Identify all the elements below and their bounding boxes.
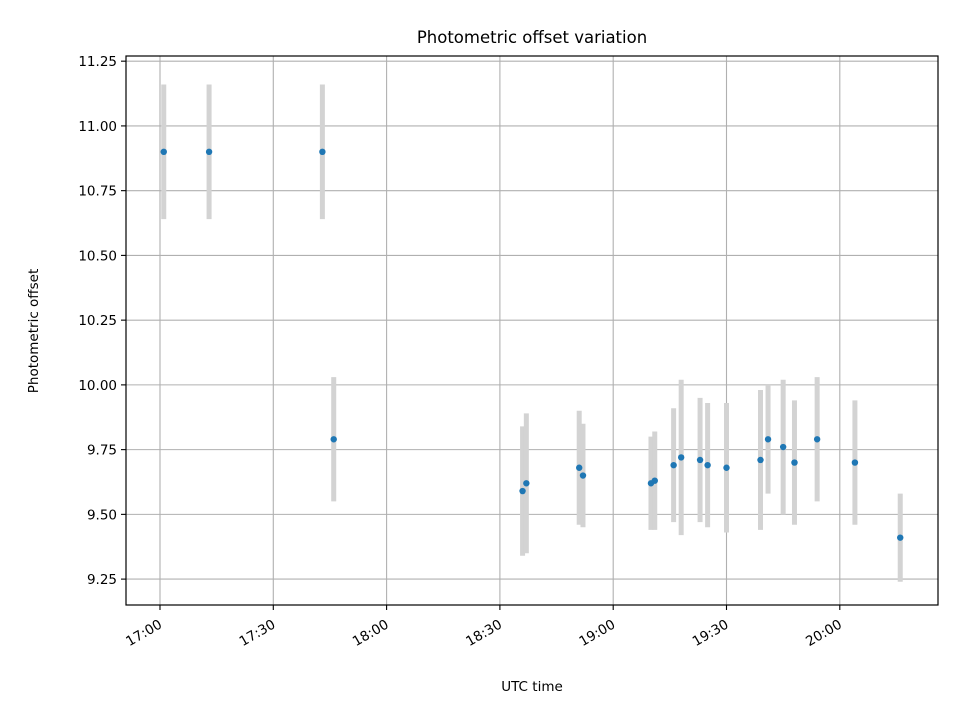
- data-point: [330, 436, 337, 443]
- x-tick-label: 20:00: [803, 617, 845, 650]
- x-axis-label: UTC time: [501, 679, 563, 695]
- data-point: [519, 487, 526, 495]
- x-tick-label: 19:00: [577, 617, 619, 650]
- y-tick-label: 10.50: [78, 248, 117, 264]
- data-point: [579, 472, 587, 479]
- y-tick-label: 9.50: [87, 507, 117, 523]
- y-axis-label: Photometric offset: [26, 269, 42, 393]
- data-point: [319, 148, 326, 156]
- data-point: [851, 459, 859, 466]
- data-point: [779, 443, 787, 451]
- data-point: [696, 456, 704, 464]
- data-point: [576, 464, 583, 471]
- chart-title: Photometric offset variation: [417, 28, 647, 47]
- y-tick-label: 10.75: [78, 184, 117, 200]
- y-tick-label: 11.00: [78, 119, 117, 135]
- y-axis-ticks: 9.25 9.50 9.75 10.00 10.25 10.50 10.75 11.00 11.…: [78, 54, 126, 588]
- data-point: [205, 148, 213, 156]
- y-tick-label: 10.25: [78, 313, 117, 329]
- y-tick-label: 9.25: [87, 572, 117, 588]
- data-point: [651, 477, 658, 484]
- x-tick-label: 18:30: [463, 617, 505, 650]
- data-point: [757, 456, 764, 464]
- grid-lines: [126, 56, 938, 605]
- data-point: [677, 454, 685, 461]
- x-axis-ticks: 17:00 17:30 18:00 18:30 19:00 19:30 20:00: [123, 605, 845, 650]
- data-point: [704, 461, 711, 469]
- data-point: [670, 461, 677, 469]
- x-tick-label: 19:30: [690, 617, 732, 650]
- x-tick-label: 18:00: [350, 617, 392, 650]
- data-point: [764, 436, 772, 443]
- y-tick-label: 10.00: [78, 378, 117, 394]
- data-point: [791, 459, 798, 466]
- data-points: [160, 148, 904, 541]
- x-tick-label: 17:00: [123, 617, 165, 650]
- data-point: [897, 534, 904, 541]
- data-point: [523, 480, 530, 487]
- x-tick-label: 17:30: [237, 617, 279, 650]
- y-tick-label: 9.75: [87, 443, 117, 459]
- error-bars: [161, 84, 903, 582]
- data-point: [160, 148, 167, 156]
- y-tick-label: 11.25: [78, 54, 117, 70]
- data-point: [723, 464, 730, 471]
- data-point: [813, 436, 821, 443]
- plot-frame: [125, 55, 939, 606]
